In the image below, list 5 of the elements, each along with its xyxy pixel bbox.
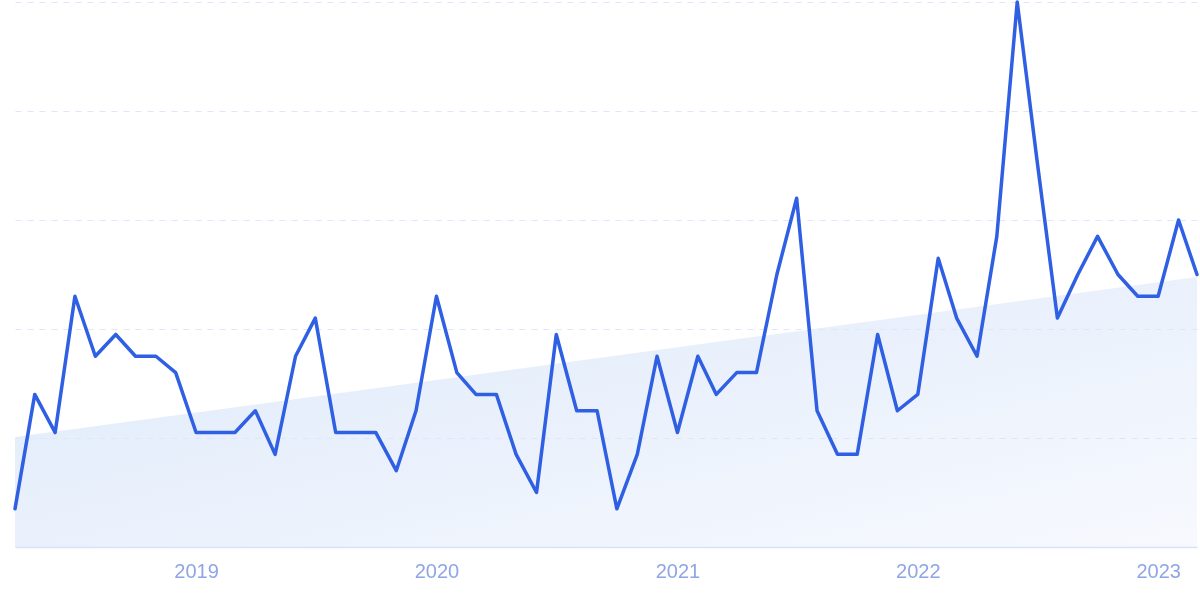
x-tick-label: 2023 bbox=[1136, 559, 1181, 582]
x-tick-label: 2019 bbox=[174, 559, 219, 582]
x-tick-label: 2022 bbox=[896, 559, 941, 582]
x-tick-label: 2021 bbox=[655, 559, 701, 582]
x-tick-label: 2020 bbox=[414, 559, 460, 582]
